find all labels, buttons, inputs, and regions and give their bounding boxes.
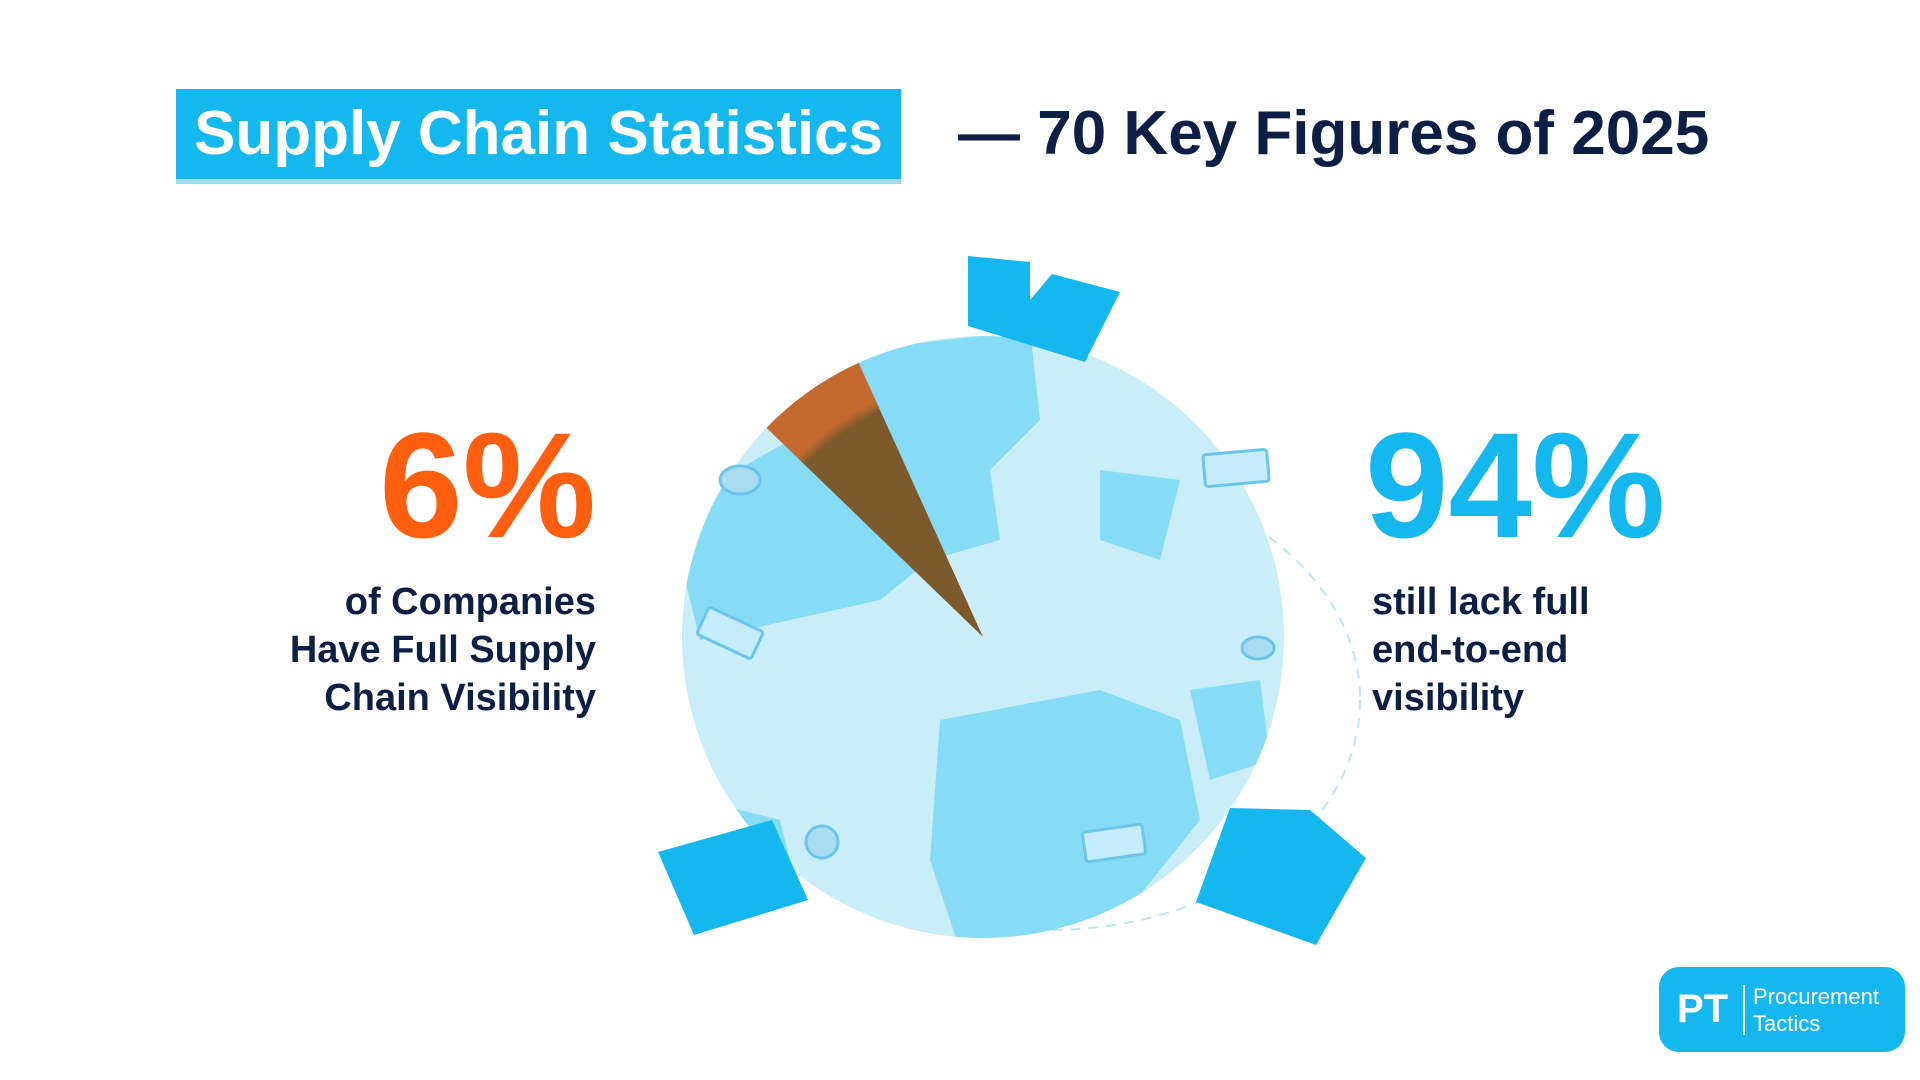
logo: PT Procurement Tactics bbox=[1659, 967, 1905, 1052]
value-label: 94% bbox=[1365, 401, 1666, 569]
pie-slice bbox=[766, 362, 983, 637]
category-label: of Companies Have Full Supply Chain Visi… bbox=[289, 581, 596, 719]
logo-name: Procurement Tactics bbox=[1753, 983, 1879, 1037]
coins bbox=[718, 464, 1276, 860]
logo-divider bbox=[1743, 985, 1745, 1035]
boxes bbox=[658, 256, 1366, 945]
subtitle: — 70 Key Figures of 2025 bbox=[958, 99, 1710, 168]
logo-name-line: Tactics bbox=[1753, 1011, 1821, 1036]
category-label: still lack full end-to-end visibility bbox=[1372, 581, 1590, 719]
banknotes bbox=[695, 448, 1271, 864]
title-highlight: Supply Chain Statistics bbox=[176, 89, 902, 179]
logo-initials: PT bbox=[1677, 987, 1729, 1031]
value-label: 6% bbox=[379, 401, 596, 569]
logo-name-line: Procurement bbox=[1753, 984, 1879, 1009]
